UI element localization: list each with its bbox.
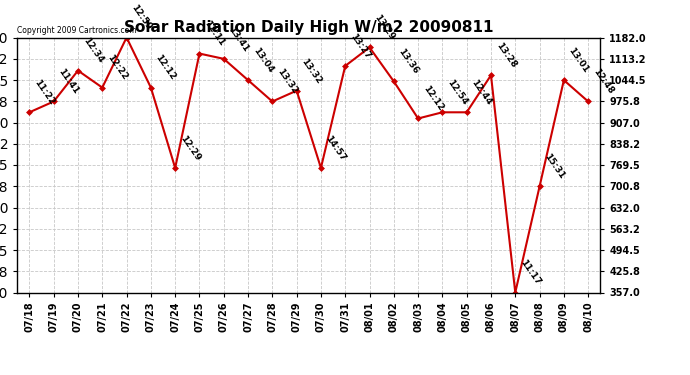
Text: 13:32: 13:32 xyxy=(299,57,324,85)
Text: 12:29: 12:29 xyxy=(178,134,202,162)
Text: 12:54: 12:54 xyxy=(445,78,469,107)
Text: 13:29: 13:29 xyxy=(373,13,396,42)
Text: 12:44: 12:44 xyxy=(470,78,493,107)
Text: 13:28: 13:28 xyxy=(494,41,518,70)
Text: Copyright 2009 Cartronics.com: Copyright 2009 Cartronics.com xyxy=(17,26,137,35)
Text: 12:22: 12:22 xyxy=(105,53,129,82)
Title: Solar Radiation Daily High W/m2 20090811: Solar Radiation Daily High W/m2 20090811 xyxy=(124,20,493,35)
Text: 12:12: 12:12 xyxy=(154,53,177,82)
Text: 12:34: 12:34 xyxy=(81,36,105,65)
Text: 12:11: 12:11 xyxy=(202,20,226,48)
Text: 12:59: 12:59 xyxy=(130,3,153,32)
Text: 14:57: 14:57 xyxy=(324,134,348,162)
Text: 13:36: 13:36 xyxy=(397,47,420,76)
Text: 13:32: 13:32 xyxy=(275,67,299,96)
Text: 13:01: 13:01 xyxy=(566,46,591,75)
Text: 13:04: 13:04 xyxy=(251,46,275,75)
Text: 12:48: 12:48 xyxy=(591,67,615,96)
Text: 11:22: 11:22 xyxy=(32,78,56,107)
Text: 11:41: 11:41 xyxy=(57,67,81,96)
Text: 15:31: 15:31 xyxy=(542,152,566,181)
Text: 11:17: 11:17 xyxy=(518,258,542,287)
Text: 13:27: 13:27 xyxy=(348,32,372,60)
Text: 13:41: 13:41 xyxy=(226,24,250,53)
Text: 12:12: 12:12 xyxy=(421,84,445,113)
